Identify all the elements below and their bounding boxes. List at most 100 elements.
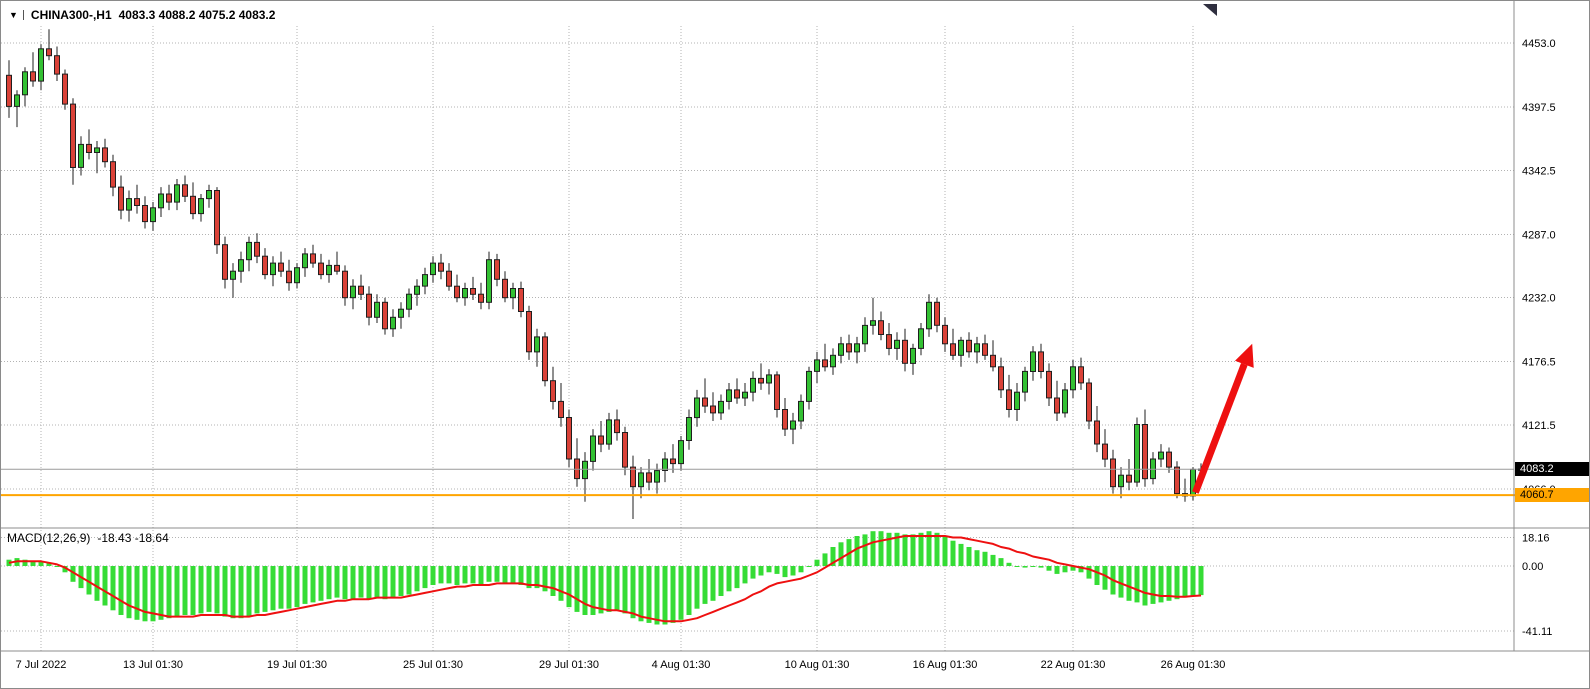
candle-body <box>270 262 276 276</box>
candle-body <box>598 435 604 445</box>
price-tick-label: 4121.5 <box>1522 420 1556 432</box>
candle-body <box>982 343 988 356</box>
candle-body <box>790 420 796 430</box>
macd-bar <box>998 558 1004 566</box>
macd-bar <box>1062 566 1068 573</box>
candle-body <box>630 466 636 488</box>
date-tick-label: 19 Jul 01:30 <box>267 659 327 671</box>
candle-body <box>942 324 948 345</box>
macd-bar <box>638 566 644 622</box>
macd-bar <box>1030 566 1036 567</box>
candle-body <box>750 377 756 393</box>
candle-body <box>390 316 396 330</box>
macd-bar <box>822 553 828 566</box>
macd-bar <box>622 566 628 614</box>
candle-body <box>430 262 436 276</box>
candle-body <box>614 419 620 434</box>
macd-bar <box>910 534 916 566</box>
macd-bar <box>662 566 668 625</box>
candle-body <box>38 48 44 82</box>
candle-body <box>814 359 820 372</box>
macd-bar <box>174 566 180 617</box>
symbol-info: ▼ CHINA300-,H1 4083.3 4088.2 4075.2 4083… <box>9 8 275 22</box>
candle-body <box>302 253 308 269</box>
macd-bar <box>1086 566 1092 579</box>
candle-body <box>622 432 628 468</box>
candle-body <box>862 324 868 345</box>
macd-bar <box>534 566 540 589</box>
candle-body <box>846 343 852 353</box>
macd-bar <box>390 566 396 598</box>
price-tick-label: 4342.5 <box>1522 165 1556 177</box>
macd-bar <box>142 566 148 622</box>
candle-body <box>510 288 516 299</box>
macd-bar <box>1166 566 1172 601</box>
macd-bar <box>758 566 764 576</box>
macd-bar <box>1190 566 1196 596</box>
candle-body <box>702 397 708 407</box>
macd-bar <box>830 547 836 566</box>
macd-bar <box>1198 566 1204 596</box>
bid-price-tag: 4083.2 <box>1515 462 1589 477</box>
candle-body <box>1030 351 1036 372</box>
macd-bar <box>606 566 612 612</box>
candle-body <box>742 391 748 399</box>
macd-bar <box>870 531 876 566</box>
candle-body <box>1078 366 1084 384</box>
chart-shift-icon[interactable] <box>1203 4 1217 16</box>
macd-bar <box>950 540 956 566</box>
macd-bar <box>894 532 900 566</box>
chart-menu-icon[interactable]: ▼ <box>9 10 24 20</box>
macd-bar <box>1102 566 1108 590</box>
macd-bar <box>350 566 356 600</box>
candle-body <box>214 190 220 246</box>
candle-body <box>566 417 572 460</box>
candle-body <box>294 267 300 284</box>
candle-body <box>542 336 548 382</box>
candle-body <box>342 270 348 299</box>
macd-bar <box>670 566 676 623</box>
macd-bar <box>1038 566 1044 568</box>
macd-bar <box>246 566 252 617</box>
candle-body <box>974 343 980 353</box>
macd-bar <box>94 566 100 601</box>
candle-body <box>798 400 804 422</box>
macd-bar <box>798 566 804 573</box>
macd-bar <box>422 566 428 589</box>
macd-tick-label: 0.00 <box>1522 561 1543 573</box>
date-tick-label: 7 Jul 2022 <box>16 659 67 671</box>
candle-body <box>158 193 164 209</box>
candle-body <box>126 198 132 211</box>
macd-bar <box>1078 566 1084 573</box>
candle-body <box>182 184 188 197</box>
macd-bar <box>742 566 748 584</box>
macd-bar <box>990 554 996 566</box>
trend-arrow[interactable] <box>1192 363 1248 494</box>
macd-bar <box>702 566 708 604</box>
date-tick-label: 10 Aug 01:30 <box>785 659 850 671</box>
candle-body <box>334 264 340 272</box>
macd-bar <box>414 566 420 592</box>
candle-body <box>358 285 364 295</box>
candle-body <box>806 370 812 402</box>
candle-body <box>502 278 508 299</box>
candle-body <box>590 435 596 462</box>
macd-bar <box>406 566 412 595</box>
macd-bar <box>358 566 364 598</box>
macd-bar <box>902 534 908 566</box>
macd-bar <box>542 566 548 592</box>
candle-body <box>1054 397 1060 414</box>
candle-body <box>422 274 428 287</box>
macd-bar <box>214 566 220 614</box>
macd-bar <box>686 566 692 615</box>
candle-body <box>550 380 556 402</box>
candle-body <box>694 397 700 419</box>
candle-body <box>518 288 524 312</box>
candle-body <box>438 262 444 272</box>
candle-body <box>646 472 652 483</box>
macd-bar <box>230 566 236 619</box>
candle-body <box>286 270 292 284</box>
macd-bar <box>862 534 868 566</box>
